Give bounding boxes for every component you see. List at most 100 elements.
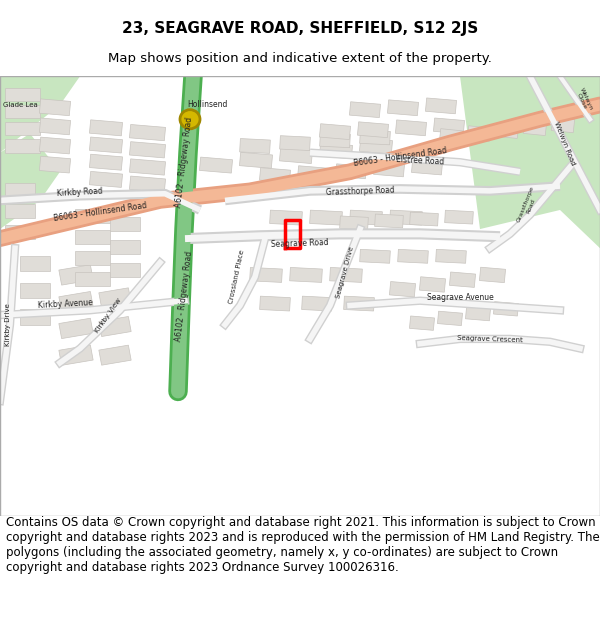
Text: Seagrave Road: Seagrave Road: [271, 238, 329, 249]
Text: Contains OS data © Crown copyright and database right 2021. This information is : Contains OS data © Crown copyright and d…: [6, 516, 600, 574]
Bar: [5, 88, 40, 101]
Text: Welwyn
Close: Welwyn Close: [574, 87, 594, 113]
Bar: [389, 281, 416, 297]
Bar: [298, 166, 329, 181]
Bar: [439, 129, 463, 144]
Bar: [40, 99, 71, 116]
Polygon shape: [500, 76, 600, 162]
Text: B6063 - Hollinsend Road: B6063 - Hollinsend Road: [53, 201, 147, 223]
Text: Glade Lea: Glade Lea: [2, 102, 37, 108]
Bar: [239, 152, 272, 168]
Text: A6102 - Ridgeway Road: A6102 - Ridgeway Road: [174, 250, 194, 342]
Bar: [75, 209, 110, 223]
Bar: [389, 210, 422, 225]
Bar: [110, 262, 140, 277]
Bar: [40, 156, 71, 173]
Text: B6063 - Hollinsend Road: B6063 - Hollinsend Road: [353, 146, 447, 169]
Bar: [59, 345, 93, 366]
Bar: [340, 216, 368, 230]
Bar: [374, 214, 403, 228]
Polygon shape: [0, 134, 60, 229]
Bar: [89, 120, 122, 136]
Text: Kirkby Drive: Kirkby Drive: [5, 303, 11, 346]
Circle shape: [180, 109, 200, 129]
Bar: [359, 130, 391, 145]
Bar: [437, 311, 463, 326]
Bar: [75, 272, 110, 286]
Text: Seagrave Crescent: Seagrave Crescent: [457, 335, 523, 343]
Bar: [466, 306, 491, 321]
Bar: [89, 171, 122, 187]
Polygon shape: [460, 76, 600, 248]
Bar: [20, 309, 50, 324]
Bar: [436, 249, 466, 263]
Text: Seagrave Avenue: Seagrave Avenue: [427, 293, 493, 302]
Text: 23, SEAGRAVE ROAD, SHEFFIELD, S12 2JS: 23, SEAGRAVE ROAD, SHEFFIELD, S12 2JS: [122, 21, 478, 36]
Bar: [99, 288, 131, 308]
Bar: [5, 225, 35, 239]
Bar: [130, 159, 166, 175]
Polygon shape: [0, 76, 80, 152]
Bar: [358, 122, 389, 138]
Bar: [59, 291, 93, 312]
Bar: [388, 100, 419, 116]
Text: Kirkby Avenue: Kirkby Avenue: [37, 298, 92, 309]
Text: Seagrave Drive: Seagrave Drive: [335, 246, 355, 299]
Text: Map shows position and indicative extent of the property.: Map shows position and indicative extent…: [108, 52, 492, 65]
Bar: [280, 136, 310, 151]
Bar: [59, 318, 93, 339]
Bar: [433, 118, 464, 134]
Bar: [5, 139, 40, 152]
Bar: [398, 249, 428, 263]
Bar: [250, 268, 283, 282]
Bar: [445, 210, 473, 224]
Bar: [110, 217, 140, 231]
Bar: [349, 102, 380, 118]
Bar: [493, 302, 518, 316]
Bar: [5, 122, 40, 136]
Bar: [110, 239, 140, 254]
Bar: [40, 118, 71, 135]
Bar: [5, 105, 40, 118]
Bar: [449, 272, 476, 288]
Text: Hollinsend: Hollinsend: [187, 101, 227, 109]
Bar: [59, 265, 93, 285]
Bar: [467, 126, 491, 141]
Text: Grassthorpe
Road: Grassthorpe Road: [516, 185, 540, 225]
Bar: [259, 168, 290, 182]
Bar: [5, 183, 35, 197]
Bar: [329, 268, 362, 282]
Bar: [373, 162, 404, 177]
Bar: [319, 124, 350, 139]
Text: A6102 - Ridgeway Road: A6102 - Ridgeway Road: [174, 116, 194, 208]
Bar: [75, 230, 110, 244]
Bar: [99, 345, 131, 365]
Bar: [89, 154, 122, 170]
Bar: [5, 204, 35, 217]
Bar: [319, 142, 353, 159]
Bar: [350, 210, 382, 225]
Text: Grassthorpe Road: Grassthorpe Road: [325, 185, 395, 197]
Bar: [260, 296, 290, 311]
Bar: [320, 133, 350, 148]
Text: Crossland Place: Crossland Place: [229, 249, 245, 304]
Bar: [496, 123, 518, 139]
Bar: [425, 98, 457, 114]
Bar: [199, 157, 233, 173]
Bar: [419, 277, 446, 292]
Bar: [344, 296, 374, 311]
Text: Kirkby Road: Kirkby Road: [57, 187, 103, 199]
Bar: [75, 251, 110, 266]
Bar: [395, 120, 427, 136]
Bar: [99, 316, 131, 336]
Bar: [310, 210, 343, 225]
Bar: [290, 268, 322, 282]
Bar: [280, 148, 313, 164]
Bar: [20, 256, 50, 271]
Bar: [269, 210, 302, 225]
Bar: [359, 249, 391, 263]
Bar: [410, 212, 439, 226]
Text: Elstree Road: Elstree Road: [396, 154, 444, 166]
Bar: [551, 118, 575, 132]
Bar: [40, 137, 71, 154]
